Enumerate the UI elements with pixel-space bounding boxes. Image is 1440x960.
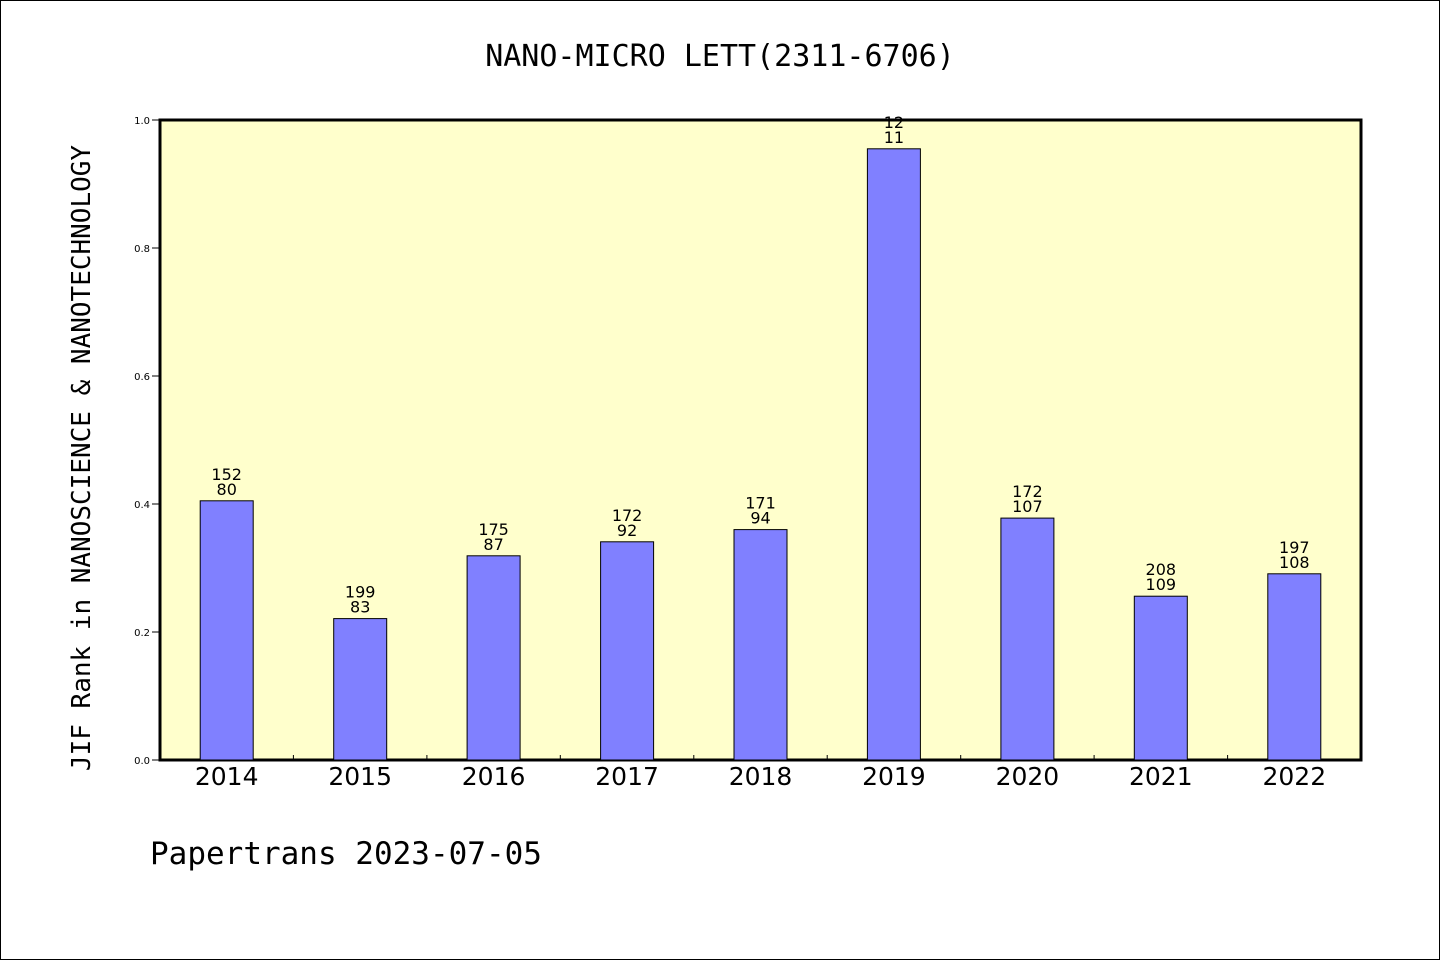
bar-2021 (1133, 595, 1188, 761)
bar-2022 (1267, 573, 1322, 761)
x-axis-ticks: 2014 2015 2016 2017 2018 2019 2020 2021 2022 (195, 755, 1326, 791)
x-tick-label-2022: 2022 (1262, 762, 1326, 791)
bar-label-bottom-2021: 109 (1146, 575, 1177, 594)
bar-label-top-2015: 199 (345, 583, 376, 602)
bar-2020 (1000, 517, 1055, 761)
bar-2014 (199, 500, 254, 761)
x-tick-label-2015: 2015 (328, 762, 392, 791)
bar-label-top-2014: 152 (211, 465, 242, 484)
x-tick-label-2016: 2016 (462, 762, 526, 791)
bar-2017 (600, 541, 655, 761)
bar-label-bottom-2017: 92 (617, 521, 637, 540)
bar-label-bottom-2015: 83 (350, 598, 370, 617)
bar-label-bottom-2019: 11 (884, 128, 904, 147)
bar-label-bottom-2014: 80 (217, 480, 237, 499)
y-tick-label-0.8: 0.8 (134, 244, 150, 255)
x-tick-label-2021: 2021 (1129, 762, 1193, 791)
bar-label-top-2021: 208 (1146, 560, 1177, 579)
bar-label-top-2016: 175 (478, 520, 509, 539)
y-tick-label-0.0: 0.0 (134, 756, 150, 767)
y-tick-label-0.2: 0.2 (134, 628, 150, 639)
bar-label-top-2019: 12 (884, 113, 904, 132)
x-tick-label-2018: 2018 (729, 762, 793, 791)
bar-label-bottom-2018: 94 (750, 509, 770, 528)
bar-label-top-2017: 172 (612, 506, 643, 525)
bar-label-top-2018: 171 (745, 494, 776, 513)
bar-2019 (866, 148, 921, 761)
bar-label-bottom-2022: 108 (1279, 553, 1310, 572)
y-tick-label-1.0: 1.0 (134, 116, 150, 127)
bar-2015 (333, 618, 388, 761)
footer-credit: Papertrans 2023-07-05 (150, 836, 542, 872)
bar-2018 (733, 529, 788, 761)
x-tick-label-2020: 2020 (996, 762, 1060, 791)
chart-title: NANO-MICRO LETT(2311-6706) (485, 39, 955, 74)
x-tick-label-2017: 2017 (595, 762, 659, 791)
bars-group: 1528019983175871729217194121117210720810… (199, 113, 1322, 761)
bar-label-top-2020: 172 (1012, 482, 1043, 501)
bar-label-bottom-2020: 107 (1012, 497, 1043, 516)
x-tick-label-2014: 2014 (195, 762, 259, 791)
y-axis-ticks: 0.0 0.2 0.4 0.6 0.8 1.0 (134, 116, 160, 767)
bar-2016 (466, 555, 521, 761)
bar-label-bottom-2016: 87 (483, 535, 503, 554)
y-axis-label: JIF Rank in NANOSCIENCE & NANOTECHNOLOGY (67, 145, 97, 771)
x-tick-label-2019: 2019 (862, 762, 926, 791)
y-tick-label-0.6: 0.6 (134, 372, 150, 383)
y-tick-label-0.4: 0.4 (134, 500, 150, 511)
bar-label-top-2022: 197 (1279, 538, 1310, 557)
